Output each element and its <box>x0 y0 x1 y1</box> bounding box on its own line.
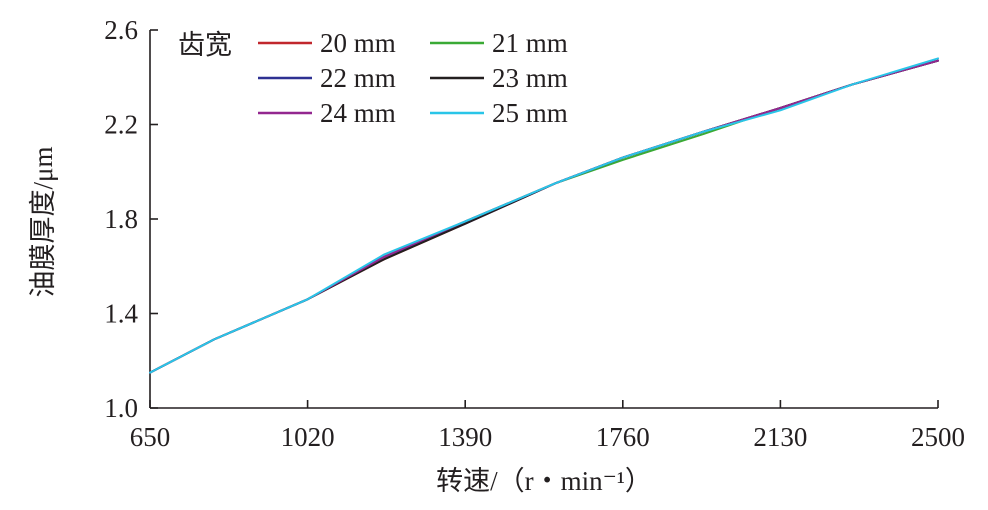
legend-label: 24 mm <box>320 98 396 128</box>
ticks <box>149 29 939 409</box>
legend-label: 20 mm <box>320 28 396 58</box>
legend-label: 21 mm <box>492 28 568 58</box>
tick-labels: 650 1020 1390 1760 2130 2500 1.0 1.4 1.8 2.2 2.6 <box>104 15 965 452</box>
legend-label: 22 mm <box>320 63 396 93</box>
x-axis-title: 转速/（r・min⁻¹） <box>436 466 652 496</box>
x-tick-label: 1390 <box>438 422 492 452</box>
y-tick-label: 1.0 <box>104 393 138 423</box>
x-tick-label: 1760 <box>596 422 650 452</box>
y-tick-label: 2.6 <box>104 15 138 45</box>
y-tick-label: 1.4 <box>104 299 138 329</box>
legend-label: 23 mm <box>492 63 568 93</box>
x-tick-label: 1020 <box>281 422 335 452</box>
x-tick-label: 650 <box>130 422 171 452</box>
y-axis-title: 油膜厚度/μm <box>28 147 58 298</box>
legend-title: 齿宽 <box>178 30 232 60</box>
y-tick-label: 1.8 <box>104 204 138 234</box>
x-tick-label: 2500 <box>911 422 965 452</box>
legend: 齿宽 20 mm 21 mm 22 mm 23 mm 24 mm 25 mm <box>178 28 568 128</box>
legend-items: 20 mm 21 mm 22 mm 23 mm 24 mm 25 mm <box>258 28 568 128</box>
x-tick-label: 2130 <box>753 422 807 452</box>
y-tick-label: 2.2 <box>104 110 138 140</box>
series-line-25-mm <box>149 57 939 374</box>
series-lines <box>149 57 939 374</box>
legend-label: 25 mm <box>492 98 568 128</box>
